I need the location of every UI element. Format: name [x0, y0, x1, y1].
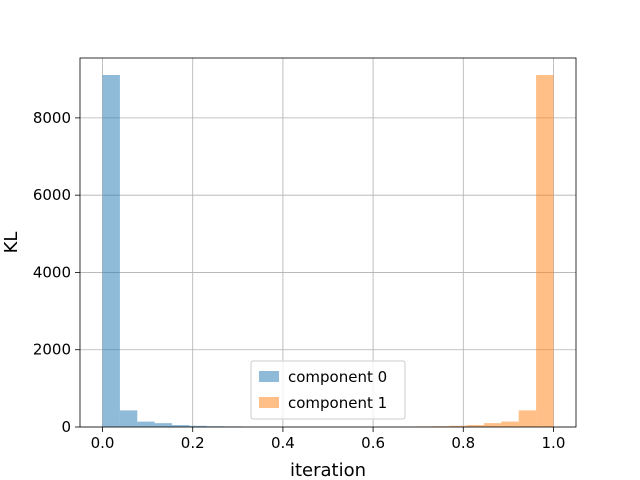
- histogram-bar-component-0: [189, 425, 207, 427]
- y-tick-label: 8000: [33, 109, 71, 127]
- x-tick-label: 0.6: [361, 434, 385, 452]
- legend-label-component-1: component 1: [288, 394, 387, 412]
- y-tick-label: 2000: [33, 341, 71, 359]
- histogram-bar-component-0: [171, 425, 190, 427]
- y-tick-label: 4000: [33, 263, 71, 281]
- x-tick-label: 0.8: [451, 434, 475, 452]
- histogram-bar-component-1: [484, 423, 502, 427]
- y-tick-label: 6000: [33, 186, 71, 204]
- histogram-bar-component-1: [536, 75, 554, 428]
- legend-label-component-0: component 0: [288, 368, 387, 386]
- legend: component 0 component 1: [250, 360, 406, 420]
- x-axis-label: iteration: [290, 460, 366, 480]
- y-axis-label: KL: [1, 232, 22, 254]
- legend-box: [250, 360, 406, 420]
- histogram-bar-component-0: [154, 423, 172, 427]
- histogram-bar-component-0: [119, 410, 138, 427]
- x-tick-label: 0.0: [91, 434, 115, 452]
- plot-frame: [79, 57, 577, 428]
- histogram-bar-component-1: [466, 425, 485, 427]
- legend-swatch-component-1: [259, 397, 279, 408]
- histogram-bar-component-1: [449, 425, 467, 427]
- histogram-bar-component-1: [501, 421, 519, 427]
- y-tick-label: 0: [61, 418, 71, 436]
- histogram-bar-component-0: [102, 75, 120, 428]
- x-tick-label: 1.0: [542, 434, 566, 452]
- x-tick-label: 0.4: [271, 434, 295, 452]
- histogram-bar-component-1: [518, 410, 537, 427]
- histogram-bar-component-0: [137, 421, 155, 427]
- axis-ticks: 0.0 0.2 0.4 0.6 0.8 1.0 0 2000 4000 6000 8000: [33, 109, 566, 452]
- legend-swatch-component-0: [259, 371, 279, 382]
- bars: [102, 75, 554, 428]
- x-tick-label: 0.2: [181, 434, 205, 452]
